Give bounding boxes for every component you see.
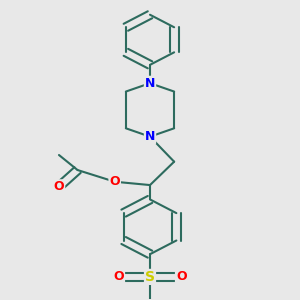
Text: O: O [54,180,64,193]
Text: O: O [176,270,187,284]
Text: O: O [113,270,124,284]
Text: S: S [145,270,155,284]
Text: O: O [110,175,120,188]
Text: N: N [145,77,155,90]
Text: N: N [145,130,155,143]
